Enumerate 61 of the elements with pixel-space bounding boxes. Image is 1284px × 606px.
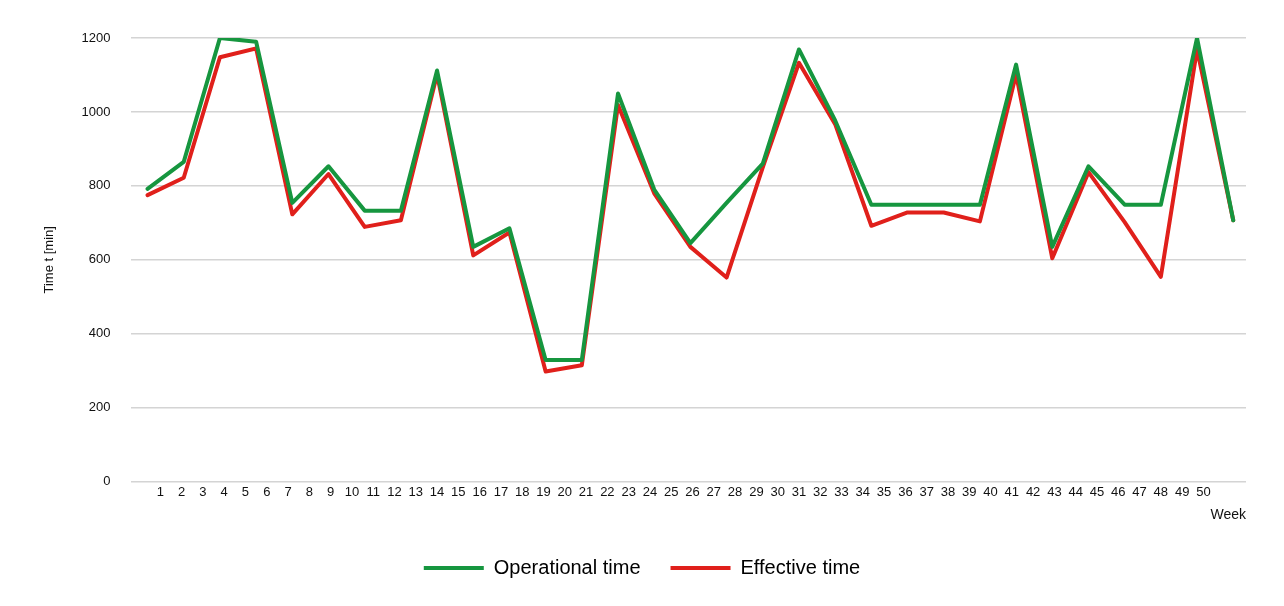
x-tick-label: 6 bbox=[263, 483, 271, 499]
x-tick-label: 33 bbox=[834, 483, 849, 499]
x-tick-label: 32 bbox=[813, 483, 828, 499]
x-tick-label: 1 bbox=[156, 483, 164, 499]
x-tick-label: 30 bbox=[770, 483, 785, 499]
x-tick-label: 2 bbox=[177, 483, 186, 499]
x-tick-label: 26 bbox=[685, 483, 700, 499]
x-tick-label: 42 bbox=[1025, 483, 1041, 499]
y-tick-label: 1000 bbox=[81, 103, 111, 119]
x-tick-label: 11 bbox=[366, 483, 380, 499]
x-tick-label: 50 bbox=[1196, 483, 1211, 499]
x-tick-label: 5 bbox=[241, 483, 250, 499]
x-tick-label: 45 bbox=[1089, 483, 1105, 499]
legend-label: Effective time bbox=[740, 555, 861, 578]
x-tick-label: 46 bbox=[1111, 483, 1126, 499]
x-tick-label: 22 bbox=[600, 483, 615, 499]
x-tick-label: 44 bbox=[1068, 483, 1083, 499]
y-tick-label: 400 bbox=[88, 325, 111, 341]
y-tick-label: 200 bbox=[88, 399, 111, 415]
y-tick-label: 600 bbox=[88, 251, 111, 267]
x-tick-label: 8 bbox=[305, 483, 313, 499]
x-tick-label: 16 bbox=[472, 483, 487, 499]
x-tick-label: 17 bbox=[493, 483, 509, 499]
y-tick-label: 1200 bbox=[81, 29, 111, 45]
x-tick-label: 35 bbox=[876, 483, 892, 499]
x-tick-label: 29 bbox=[749, 483, 764, 499]
x-tick-label: 20 bbox=[557, 483, 573, 499]
x-tick-label: 40 bbox=[983, 483, 998, 499]
x-tick-label: 15 bbox=[451, 483, 466, 499]
x-tick-label: 18 bbox=[514, 483, 530, 499]
x-tick-label: 9 bbox=[327, 483, 335, 499]
x-tick-label: 41 bbox=[1004, 483, 1020, 499]
x-tick-label: 47 bbox=[1132, 483, 1147, 499]
x-tick-label: 14 bbox=[429, 483, 445, 499]
x-tick-label: 12 bbox=[387, 483, 402, 499]
y-tick-label: 800 bbox=[88, 177, 111, 193]
x-tick-label: 39 bbox=[962, 483, 977, 499]
x-tick-label: 19 bbox=[536, 483, 551, 499]
x-tick-label: 10 bbox=[344, 483, 360, 499]
x-tick-label: 4 bbox=[220, 483, 228, 499]
x-tick-label: 24 bbox=[642, 483, 658, 499]
x-tick-label: 34 bbox=[855, 483, 871, 499]
y-tick-label: 0 bbox=[103, 473, 111, 489]
x-tick-label: 38 bbox=[940, 483, 956, 499]
legend-label: Operational time bbox=[493, 555, 641, 578]
x-tick-label: 13 bbox=[408, 483, 424, 499]
x-tick-label: 37 bbox=[919, 483, 934, 499]
x-tick-label: 27 bbox=[706, 483, 722, 499]
x-tick-label: 7 bbox=[284, 483, 292, 499]
x-tick-label: 3 bbox=[199, 483, 207, 499]
x-tick-label: 48 bbox=[1153, 483, 1169, 499]
x-tick-label: 49 bbox=[1174, 483, 1190, 499]
x-tick-label: 28 bbox=[727, 483, 743, 499]
x-tick-label: 36 bbox=[898, 483, 913, 499]
x-tick-label: 21 bbox=[578, 483, 594, 499]
x-tick-label: 31 bbox=[791, 483, 807, 499]
x-tick-label: 43 bbox=[1047, 483, 1062, 499]
x-tick-label: 25 bbox=[664, 483, 679, 499]
y-axis-title: Time t [min] bbox=[41, 226, 57, 294]
x-axis-title: Week bbox=[1210, 506, 1247, 523]
x-tick-label: 23 bbox=[621, 483, 636, 499]
